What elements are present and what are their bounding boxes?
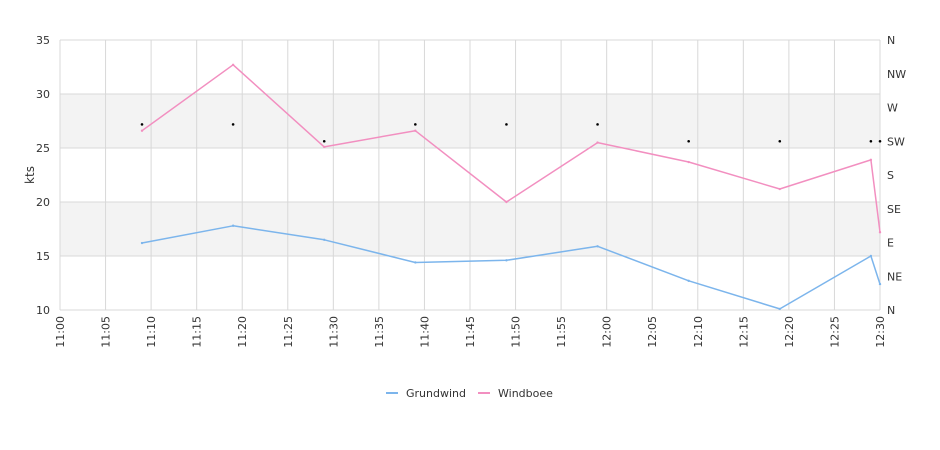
x-tick-label: 11:05	[100, 316, 113, 348]
data-point	[414, 129, 417, 132]
direction-point	[778, 139, 782, 143]
series-lines	[140, 63, 882, 311]
direction-point	[231, 123, 235, 126]
x-tick-label: 11:55	[555, 316, 568, 348]
data-point	[778, 187, 781, 191]
y2-tick-label: S	[887, 169, 894, 182]
direction-point	[687, 139, 690, 143]
x-tick-label: 12:20	[783, 316, 796, 348]
data-point	[505, 200, 508, 204]
data-point	[869, 254, 873, 258]
x-tick-label: 11:40	[418, 316, 431, 348]
data-point	[505, 259, 508, 262]
y2-tick-label: N	[887, 304, 895, 317]
data-point	[596, 245, 599, 248]
y-tick-label: 25	[36, 142, 50, 155]
data-point	[231, 63, 235, 67]
data-point	[878, 231, 882, 234]
x-axis: 11:00 11:05 11:10 11:15 11:20 11:25 11:30 11:35…	[54, 316, 887, 348]
y-tick-label: 35	[36, 34, 50, 47]
legend-item-label: Windboee	[498, 387, 553, 400]
x-tick-label: 12:25	[828, 316, 841, 348]
data-point	[140, 241, 144, 245]
legend: Grundwind Windboee	[386, 387, 553, 400]
direction-point	[596, 123, 599, 126]
series-line-grundwind	[141, 225, 881, 310]
x-tick-label: 11:35	[373, 316, 386, 348]
data-point	[140, 129, 144, 132]
x-tick-label: 11:20	[236, 316, 249, 348]
data-point	[778, 307, 781, 311]
data-point	[231, 224, 235, 227]
direction-point	[869, 139, 873, 143]
data-point	[414, 261, 417, 264]
direction-points	[140, 123, 882, 143]
series-line-windboee	[141, 64, 881, 233]
y-tick-label: 30	[36, 88, 50, 101]
direction-point	[878, 139, 882, 143]
y-axis-label: kts	[23, 166, 37, 184]
y2-tick-label: N	[887, 34, 895, 47]
data-point	[323, 238, 326, 241]
vertical-gridlines	[59, 40, 881, 310]
x-tick-label: 12:10	[692, 316, 705, 348]
x-tick-label: 12:05	[646, 316, 659, 348]
direction-point	[414, 123, 417, 126]
x-tick-label: 11:30	[327, 316, 340, 348]
direction-point	[505, 123, 508, 126]
data-point	[869, 158, 873, 162]
y-tick-label: 15	[36, 250, 50, 263]
y-tick-label: 10	[36, 304, 50, 317]
y2-tick-label: SE	[887, 203, 901, 216]
x-tick-label: 12:15	[737, 316, 750, 348]
x-tick-label: 11:45	[464, 316, 477, 348]
x-tick-label: 11:50	[510, 316, 523, 348]
data-point	[323, 145, 326, 149]
x-tick-label: 11:25	[282, 316, 295, 348]
x-tick-label: 11:10	[145, 316, 158, 348]
data-point	[687, 279, 690, 283]
direction-point	[322, 139, 326, 143]
x-tick-label: 11:00	[54, 316, 67, 348]
y-axis-left: 10 15 20 25 30 35	[36, 34, 50, 317]
x-tick-label: 12:00	[601, 316, 614, 348]
y2-tick-label: NW	[887, 68, 906, 81]
y2-tick-label: W	[887, 102, 898, 115]
data-point	[878, 282, 882, 286]
direction-point	[140, 123, 144, 126]
horizontal-gridlines	[60, 39, 880, 311]
x-tick-label: 12:30	[874, 316, 887, 348]
y-tick-label: 20	[36, 196, 50, 209]
data-point	[687, 160, 690, 164]
y2-tick-label: E	[887, 237, 894, 250]
y2-tick-label: SW	[887, 135, 905, 148]
data-point	[596, 141, 599, 144]
y-axis-right: N NE E SE S SW W NW N	[887, 34, 906, 317]
legend-item-label: Grundwind	[406, 387, 466, 400]
x-tick-label: 11:15	[191, 316, 204, 348]
y2-tick-label: NE	[887, 270, 902, 283]
